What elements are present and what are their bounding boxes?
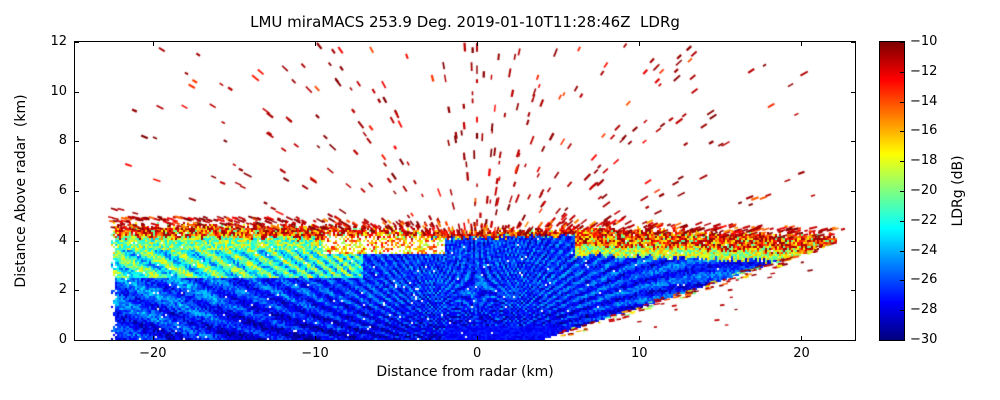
colorbar-tick-label: −14 (910, 93, 938, 109)
x-tick-mark (639, 336, 641, 340)
y-tick-mark-right (851, 290, 855, 292)
y-tick-mark-right (851, 141, 855, 143)
colorbar-tick-mark (900, 250, 904, 252)
y-tick-label: 6 (58, 183, 67, 198)
y-tick-mark (75, 340, 79, 341)
x-tick-mark-top (639, 42, 641, 46)
y-tick-mark (75, 290, 79, 292)
y-tick-mark (75, 240, 79, 242)
radar-scan-canvas (75, 42, 855, 340)
x-tick-label: −20 (139, 346, 167, 361)
colorbar-tick-mark (900, 131, 904, 133)
colorbar-tick-label: −28 (910, 302, 938, 318)
colorbar-tick-label: −10 (910, 34, 938, 49)
colorbar-tick-mark (900, 42, 904, 43)
colorbar-tick-mark (900, 340, 904, 341)
x-tick-mark-top (477, 42, 479, 46)
y-tick-label: 8 (58, 133, 67, 149)
y-tick-mark-right (851, 91, 855, 93)
x-tick-mark (152, 336, 154, 340)
x-tick-label: 10 (631, 346, 648, 361)
y-tick-label: 10 (50, 83, 67, 99)
y-tick-label: 4 (58, 232, 67, 248)
x-tick-mark (315, 336, 316, 340)
colorbar-tick-label: −18 (910, 153, 938, 169)
y-tick-mark-right (851, 191, 855, 192)
x-axis-label: Distance from radar (km) (376, 364, 554, 380)
chart-title: LMU miraMACS 253.9 Deg. 2019-01-10T11:28… (250, 13, 680, 31)
y-tick-mark (75, 141, 79, 143)
colorbar-tick-label: −22 (910, 212, 938, 228)
y-tick-mark (75, 42, 79, 43)
y-tick-mark-right (851, 240, 855, 242)
y-tick-label: 0 (58, 332, 67, 347)
x-tick-label: 0 (473, 346, 482, 361)
colorbar-tick-label: −16 (910, 123, 938, 139)
y-tick-mark-right (851, 340, 855, 341)
x-tick-mark (801, 336, 803, 340)
colorbar-tick-label: −24 (910, 242, 938, 258)
x-tick-mark-top (315, 42, 316, 46)
x-tick-mark-top (152, 42, 154, 46)
colorbar-tick-mark (900, 71, 904, 73)
y-axis-label: Distance Above radar (km) (13, 94, 29, 288)
x-tick-mark-top (801, 42, 803, 46)
colorbar-label: LDRg (dB) (950, 155, 966, 227)
colorbar-tick-mark (900, 220, 904, 222)
colorbar-tick-label: −12 (910, 63, 938, 79)
colorbar-tick-label: −20 (910, 183, 938, 198)
colorbar-tick-mark (900, 191, 904, 192)
y-tick-mark (75, 91, 79, 93)
colorbar-tick-mark (900, 280, 904, 282)
x-tick-mark (477, 336, 479, 340)
colorbar-tick-mark (900, 161, 904, 163)
x-tick-label: −10 (301, 346, 329, 361)
plot-area (74, 41, 856, 341)
colorbar-tick-label: −26 (910, 272, 938, 288)
y-tick-mark (75, 191, 79, 192)
x-tick-label: 20 (793, 346, 810, 361)
y-tick-mark-right (851, 42, 855, 43)
y-tick-label: 2 (58, 282, 67, 298)
y-tick-label: 12 (50, 34, 67, 49)
colorbar-tick-label: −30 (910, 332, 938, 347)
colorbar-tick-mark (900, 310, 904, 312)
colorbar-tick-mark (900, 101, 904, 103)
